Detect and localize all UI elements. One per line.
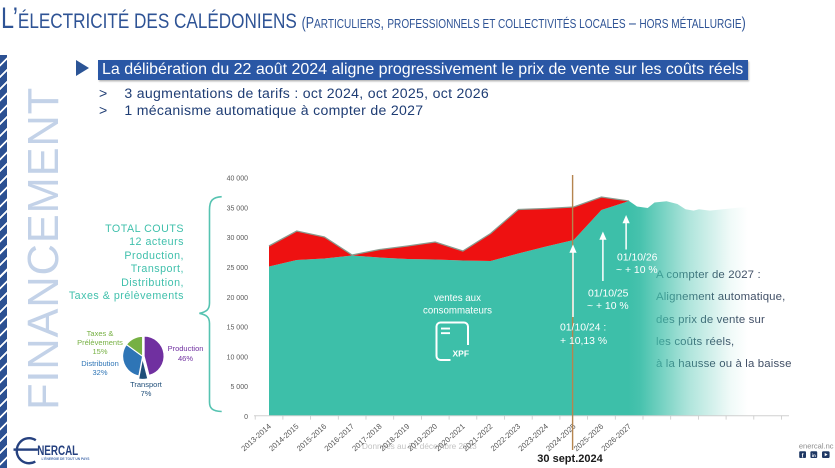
svg-text:enercal.nc: enercal.nc xyxy=(799,442,834,451)
svg-text:in: in xyxy=(812,453,816,458)
svg-text:Données au 31 décembre 2023: Données au 31 décembre 2023 xyxy=(362,442,477,451)
svg-text:L'ÉNERGIE DE TOUT UN PAYS: L'ÉNERGIE DE TOUT UN PAYS xyxy=(42,456,91,461)
svg-text:0: 0 xyxy=(244,414,248,421)
svg-text:consommateurs: consommateurs xyxy=(423,306,492,317)
svg-text:35 000: 35 000 xyxy=(227,205,249,212)
svg-text:+ 10,13 %: + 10,13 % xyxy=(560,336,607,347)
svg-text:10 000: 10 000 xyxy=(227,354,249,361)
svg-text:~ + 10 %: ~ + 10 % xyxy=(587,301,629,312)
svg-text:01/10/26: 01/10/26 xyxy=(617,253,658,264)
svg-text:XPF: XPF xyxy=(453,349,470,359)
svg-text:25 000: 25 000 xyxy=(227,265,249,272)
svg-text:2026-2027: 2026-2027 xyxy=(600,422,633,453)
svg-text:40 000: 40 000 xyxy=(227,176,249,183)
svg-text:01/10/25: 01/10/25 xyxy=(588,289,629,300)
svg-text:~ + 10 %: ~ + 10 % xyxy=(616,265,658,276)
svg-text:15 000: 15 000 xyxy=(227,325,249,332)
svg-text:01/10/24 :: 01/10/24 : xyxy=(560,323,606,334)
svg-text:30 000: 30 000 xyxy=(227,235,249,242)
svg-text:f: f xyxy=(802,453,805,459)
svg-text:NERCAL: NERCAL xyxy=(37,443,78,458)
svg-text:ventes aux: ventes aux xyxy=(434,293,481,304)
svg-text:20 000: 20 000 xyxy=(227,295,249,302)
svg-text:5 000: 5 000 xyxy=(230,384,248,391)
